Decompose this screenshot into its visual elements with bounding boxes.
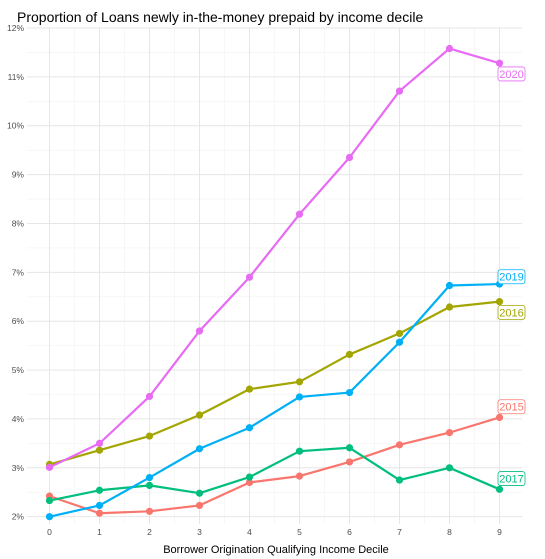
data-point <box>145 507 154 515</box>
y-tick-label: 9% <box>12 170 25 180</box>
series-line <box>49 282 500 518</box>
end-label-text: 2016 <box>499 307 523 319</box>
y-tick-label: 7% <box>12 267 25 277</box>
end-label-box <box>497 269 526 285</box>
y-tick-label: 4% <box>12 414 25 424</box>
data-point <box>95 446 104 454</box>
y-tick-label: 3% <box>12 463 25 473</box>
x-tick-label: 6 <box>347 527 352 537</box>
data-point <box>445 429 454 437</box>
series-layer <box>45 44 504 521</box>
data-point <box>495 485 504 493</box>
data-point <box>245 385 254 393</box>
data-point <box>395 87 404 95</box>
data-point <box>295 447 304 455</box>
x-tick-label: 1 <box>97 527 102 537</box>
series-2019 <box>45 280 504 521</box>
data-point <box>295 210 304 218</box>
series-line <box>49 416 500 515</box>
data-point <box>345 444 354 452</box>
end-label-box <box>497 399 526 415</box>
series-2020 <box>45 44 504 471</box>
data-point <box>145 481 154 489</box>
end-label-text: 2020 <box>499 69 523 81</box>
chart-title: Proportion of Loans newly in-the-money p… <box>17 9 423 25</box>
data-point <box>195 501 204 510</box>
end-label-box <box>497 66 526 82</box>
series-line <box>49 300 500 466</box>
x-tick-label: 5 <box>297 527 302 537</box>
end-label-2020: 2020 <box>497 66 526 82</box>
x-tick-label: 9 <box>497 527 502 537</box>
end-label-box <box>497 471 526 486</box>
data-point <box>95 501 104 510</box>
data-point <box>345 388 354 397</box>
data-point <box>145 432 154 440</box>
data-point <box>45 463 54 471</box>
data-point <box>395 338 404 346</box>
series-line <box>49 47 500 469</box>
x-tick-label: 2 <box>147 527 152 537</box>
end-labels: 2015 2016 2017 2019 2020 <box>497 66 526 486</box>
data-point <box>95 439 104 447</box>
x-tick-label: 8 <box>447 527 452 537</box>
data-point <box>345 350 354 359</box>
data-point <box>295 393 304 401</box>
x-tick-label: 3 <box>197 527 202 537</box>
data-point <box>445 464 454 472</box>
data-point <box>95 486 104 494</box>
series-2015 <box>45 413 504 517</box>
data-point <box>245 473 254 481</box>
data-point <box>95 509 104 517</box>
data-point <box>395 476 404 484</box>
data-point <box>445 44 454 53</box>
data-point <box>495 59 504 67</box>
data-point <box>495 298 504 306</box>
y-tick-label: 5% <box>12 365 25 375</box>
data-point <box>245 273 254 281</box>
data-point <box>445 303 454 311</box>
data-point <box>295 472 304 480</box>
y-tick-label: 6% <box>12 316 25 326</box>
y-tick-label: 10% <box>7 121 24 131</box>
y-tick-label: 8% <box>12 218 25 228</box>
data-point <box>45 513 54 521</box>
data-point <box>195 489 204 497</box>
x-axis-title: Borrower Origination Qualifying Income D… <box>163 544 389 556</box>
data-point <box>245 424 254 432</box>
x-tick-label: 0 <box>47 527 52 537</box>
data-point <box>345 153 354 162</box>
data-point <box>195 445 204 453</box>
end-label-text: 2015 <box>499 402 523 414</box>
data-point <box>395 329 404 338</box>
end-label-2019: 2019 <box>497 269 526 285</box>
end-label-text: 2017 <box>499 474 523 486</box>
data-point <box>145 473 154 482</box>
data-point <box>195 411 204 419</box>
data-point <box>295 378 304 386</box>
series-2017 <box>45 444 504 505</box>
x-axis: 0 1 2 3 4 5 6 7 8 9 <box>47 527 502 537</box>
data-point <box>345 458 354 466</box>
series-line <box>49 446 500 502</box>
end-label-text: 2019 <box>499 272 523 284</box>
data-point <box>395 441 404 449</box>
data-point <box>195 327 204 335</box>
x-tick-label: 4 <box>247 527 252 537</box>
data-point <box>45 496 54 505</box>
y-tick-label: 2% <box>12 512 25 522</box>
y-tick-label: 12% <box>7 23 24 33</box>
end-label-2016: 2016 <box>497 305 526 320</box>
data-point <box>495 413 504 422</box>
end-label-box <box>497 305 526 320</box>
data-point <box>245 478 254 487</box>
y-axis: 2% 3% 4% 5% 6% 7% 8% 9% 10% 11% 12% <box>7 23 24 522</box>
end-label-2015: 2015 <box>497 399 526 415</box>
data-point <box>145 392 154 401</box>
data-point <box>445 281 454 290</box>
y-tick-label: 11% <box>8 72 25 82</box>
x-tick-label: 7 <box>397 527 402 537</box>
end-label-2017: 2017 <box>497 471 526 486</box>
